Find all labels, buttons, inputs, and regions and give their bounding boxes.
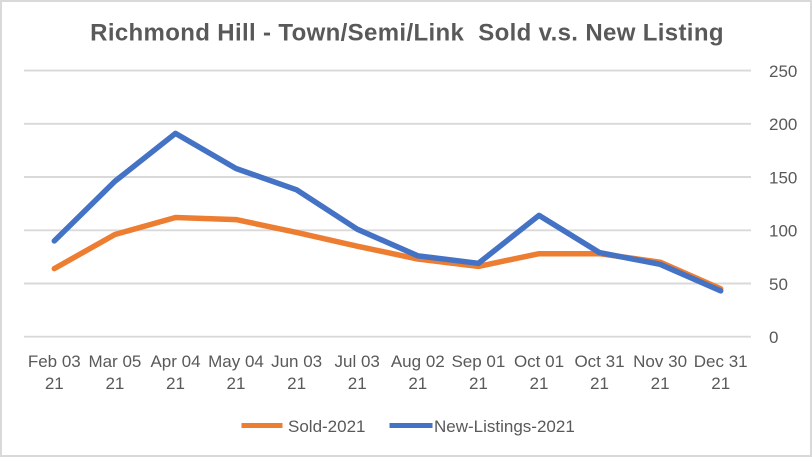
svg-text:Aug 02: Aug 02: [391, 352, 445, 371]
svg-text:100: 100: [769, 222, 797, 241]
svg-text:May 04: May 04: [208, 352, 264, 371]
svg-text:21: 21: [530, 374, 549, 393]
svg-text:Jul 03: Jul 03: [335, 352, 380, 371]
svg-text:21: 21: [105, 374, 124, 393]
svg-text:Jun 03: Jun 03: [271, 352, 322, 371]
svg-text:21: 21: [590, 374, 609, 393]
svg-text:Feb 03: Feb 03: [28, 352, 81, 371]
svg-text:Sold-2021: Sold-2021: [288, 417, 366, 436]
svg-text:Oct 01: Oct 01: [514, 352, 564, 371]
svg-text:Dec 31: Dec 31: [694, 352, 748, 371]
svg-text:21: 21: [348, 374, 367, 393]
svg-text:21: 21: [469, 374, 488, 393]
svg-text:21: 21: [287, 374, 306, 393]
svg-text:21: 21: [166, 374, 185, 393]
svg-text:Richmond Hill - Town/Semi/Link: Richmond Hill - Town/Semi/Link Sold v.s.…: [90, 20, 724, 47]
svg-text:Apr 04: Apr 04: [150, 352, 200, 371]
svg-text:Mar 05: Mar 05: [88, 352, 141, 371]
svg-text:21: 21: [651, 374, 670, 393]
svg-text:21: 21: [227, 374, 246, 393]
svg-text:200: 200: [769, 115, 797, 134]
svg-text:0: 0: [769, 328, 778, 347]
svg-text:21: 21: [711, 374, 730, 393]
svg-text:150: 150: [769, 168, 797, 187]
svg-text:50: 50: [769, 275, 788, 294]
svg-text:Nov 30: Nov 30: [633, 352, 687, 371]
svg-text:Oct 31: Oct 31: [574, 352, 624, 371]
svg-text:250: 250: [769, 62, 797, 81]
svg-text:Sep 01: Sep 01: [451, 352, 505, 371]
svg-text:21: 21: [45, 374, 64, 393]
svg-text:21: 21: [408, 374, 427, 393]
svg-text:New-Listings-2021: New-Listings-2021: [434, 417, 575, 436]
